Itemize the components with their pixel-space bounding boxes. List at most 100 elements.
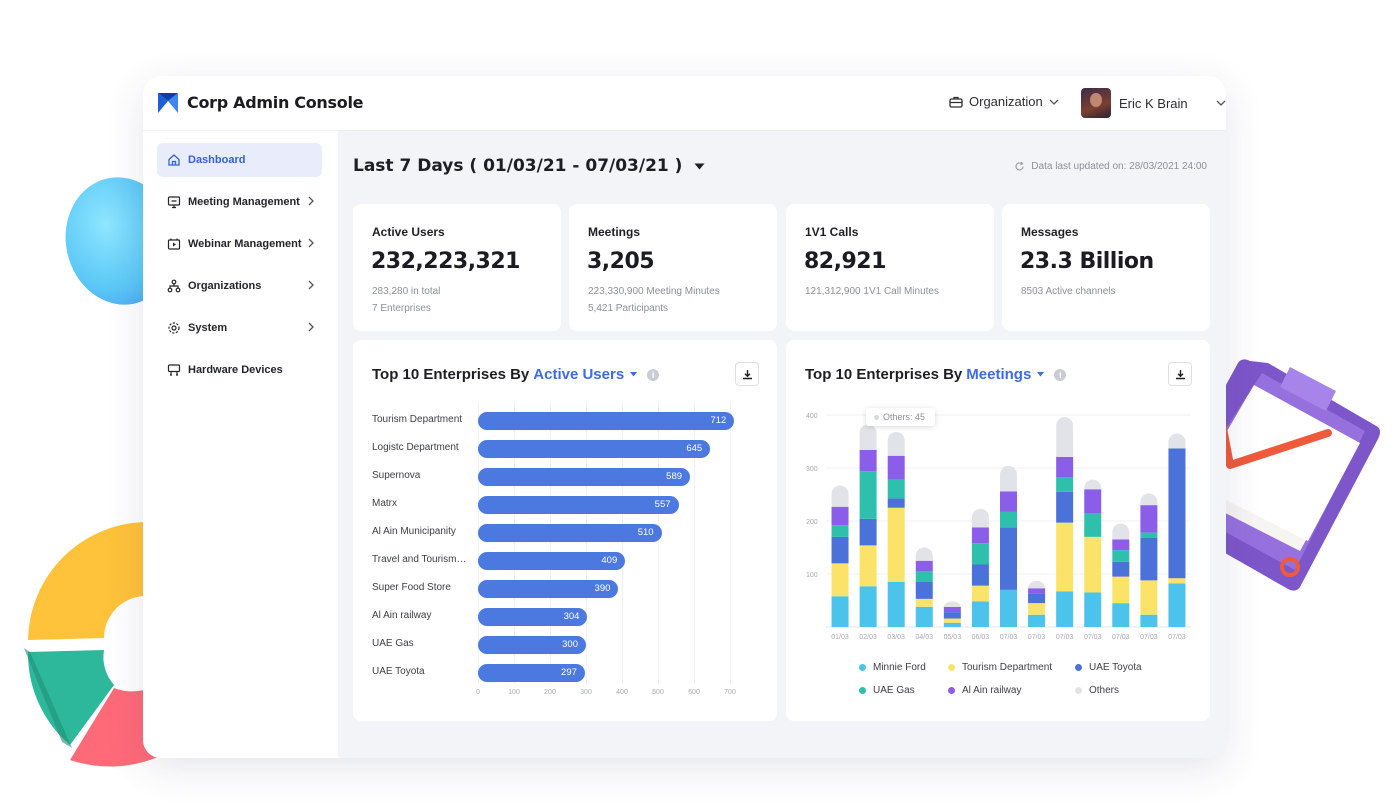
stacked-bar-segment[interactable] — [1000, 491, 1017, 512]
stacked-bar-segment[interactable] — [1168, 433, 1186, 449]
stacked-bar-segment[interactable] — [859, 471, 877, 519]
stacked-bar-segment[interactable] — [1056, 522, 1074, 592]
stacked-bar-segment[interactable] — [971, 585, 989, 602]
stacked-bar-segment[interactable] — [1112, 539, 1130, 551]
stacked-bar-segment[interactable] — [887, 581, 905, 627]
stacked-bar-segment[interactable] — [915, 598, 933, 607]
info-icon[interactable]: i — [647, 368, 660, 381]
stacked-bar-segment[interactable] — [1140, 580, 1158, 615]
stacked-bar-segment[interactable] — [1140, 505, 1158, 533]
legend-item[interactable]: Others — [1075, 685, 1119, 696]
legend-item[interactable]: UAE Toyota — [1075, 662, 1142, 673]
stacked-bar-segment[interactable] — [831, 536, 849, 564]
date-range-selector[interactable]: Last 7 Days ( 01/03/21 - 07/03/21 ) — [353, 156, 705, 176]
stacked-bar-segment[interactable] — [831, 525, 849, 537]
stacked-bar-segment[interactable] — [887, 455, 905, 480]
stacked-bar-segment[interactable] — [831, 563, 849, 597]
bar[interactable]: 645 — [478, 440, 711, 458]
stacked-bar-segment[interactable] — [831, 485, 849, 507]
stacked-bar-segment[interactable] — [971, 564, 989, 586]
stacked-bar-segment[interactable] — [859, 518, 877, 546]
sidebar-item-meeting-management[interactable]: Meeting Management — [157, 185, 322, 219]
stacked-bar-segment[interactable] — [1084, 592, 1102, 627]
stacked-bar-segment[interactable] — [1056, 477, 1074, 492]
stacked-bar-segment[interactable] — [971, 508, 989, 528]
legend-item[interactable]: UAE Gas — [859, 685, 915, 696]
stacked-bar-segment[interactable] — [915, 581, 933, 599]
stacked-bar-segment[interactable] — [831, 506, 849, 526]
info-icon[interactable]: i — [1054, 368, 1067, 381]
stacked-bar-segment[interactable] — [1084, 479, 1102, 490]
stacked-bar-segment[interactable] — [915, 547, 933, 561]
stacked-bar-segment[interactable] — [1056, 417, 1074, 457]
bar[interactable]: 390 — [478, 580, 619, 598]
stacked-bar-segment[interactable] — [887, 507, 905, 582]
sidebar-item-dashboard[interactable]: Dashboard — [157, 143, 322, 177]
stacked-bar-segment[interactable] — [971, 601, 989, 627]
bar[interactable]: 304 — [478, 608, 588, 626]
stacked-bar-segment[interactable] — [943, 622, 961, 627]
bar[interactable]: 589 — [478, 468, 691, 486]
stacked-bar-segment[interactable] — [1028, 588, 1046, 594]
legend-item[interactable]: Minnie Ford — [859, 662, 926, 673]
stacked-bar-segment[interactable] — [1168, 448, 1186, 579]
stacked-bar-segment[interactable] — [943, 606, 961, 613]
stacked-bar-segment[interactable] — [1028, 593, 1046, 604]
stacked-bar-segment[interactable] — [1112, 550, 1130, 562]
bar[interactable]: 300 — [478, 636, 586, 654]
stacked-bar-segment[interactable] — [971, 527, 989, 544]
stacked-bar-segment[interactable] — [831, 596, 849, 627]
bar[interactable]: 557 — [478, 496, 679, 514]
stacked-bar-segment[interactable] — [1000, 527, 1017, 590]
stacked-bar-segment[interactable] — [915, 571, 933, 582]
download-button[interactable] — [1168, 362, 1192, 386]
stacked-bar-segment[interactable] — [887, 479, 905, 499]
stacked-bar-segment[interactable] — [1112, 603, 1130, 627]
stacked-bar-segment[interactable] — [1028, 614, 1046, 627]
stacked-bar-segment[interactable] — [915, 606, 933, 627]
stacked-bar-segment[interactable] — [943, 612, 961, 619]
sidebar-item-system[interactable]: System — [157, 311, 322, 345]
legend-item[interactable]: Al Ain railway — [948, 685, 1021, 696]
stacked-bar-segment[interactable] — [859, 586, 877, 627]
sidebar-item-webinar-management[interactable]: Webinar Management — [157, 227, 322, 261]
stacked-bar-segment[interactable] — [1112, 561, 1130, 577]
legend-item[interactable]: Tourism Department — [948, 662, 1052, 673]
stacked-bar-segment[interactable] — [1168, 578, 1186, 584]
stacked-bar-segment[interactable] — [1112, 576, 1130, 604]
stacked-bar-segment[interactable] — [1000, 511, 1017, 528]
stacked-bar-segment[interactable] — [1140, 537, 1158, 581]
organization-switcher[interactable]: Organization — [949, 94, 1059, 109]
stacked-bar-segment[interactable] — [887, 431, 905, 456]
stacked-bar-segment[interactable] — [1168, 583, 1186, 627]
bar[interactable]: 712 — [478, 412, 735, 430]
stacked-bar-segment[interactable] — [943, 601, 961, 607]
stacked-bar-segment[interactable] — [915, 560, 933, 572]
bar[interactable]: 297 — [478, 664, 585, 682]
sidebar-item-organizations[interactable]: Organizations — [157, 269, 322, 303]
stacked-bar-segment[interactable] — [1028, 603, 1046, 615]
user-menu[interactable]: Eric K Brain — [1081, 88, 1226, 118]
sidebar-item-hardware-devices[interactable]: Hardware Devices — [157, 353, 322, 387]
stacked-bar-segment[interactable] — [1084, 536, 1102, 593]
stacked-bar-segment[interactable] — [1056, 456, 1074, 478]
metric-dropdown[interactable]: Active Users — [533, 366, 638, 383]
stacked-bar-segment[interactable] — [943, 618, 961, 623]
bar[interactable]: 409 — [478, 552, 626, 570]
metric-dropdown[interactable]: Meetings — [966, 366, 1045, 383]
stacked-bar-segment[interactable] — [1056, 491, 1074, 523]
stacked-bar-segment[interactable] — [1000, 465, 1017, 492]
stacked-bar-segment[interactable] — [971, 543, 989, 565]
stacked-bar-segment[interactable] — [1140, 614, 1158, 627]
stacked-bar-segment[interactable] — [887, 498, 905, 508]
stacked-bar-segment[interactable] — [1140, 532, 1158, 538]
stacked-bar-segment[interactable] — [1140, 493, 1158, 506]
stacked-bar-segment[interactable] — [1000, 589, 1017, 627]
stacked-bar-segment[interactable] — [1084, 513, 1102, 537]
stacked-bar-segment[interactable] — [1028, 580, 1046, 589]
stacked-bar-segment[interactable] — [859, 545, 877, 587]
stacked-bar-segment[interactable] — [1112, 523, 1130, 540]
stacked-bar-segment[interactable] — [859, 449, 877, 472]
bar[interactable]: 510 — [478, 524, 662, 542]
download-button[interactable] — [735, 362, 759, 386]
